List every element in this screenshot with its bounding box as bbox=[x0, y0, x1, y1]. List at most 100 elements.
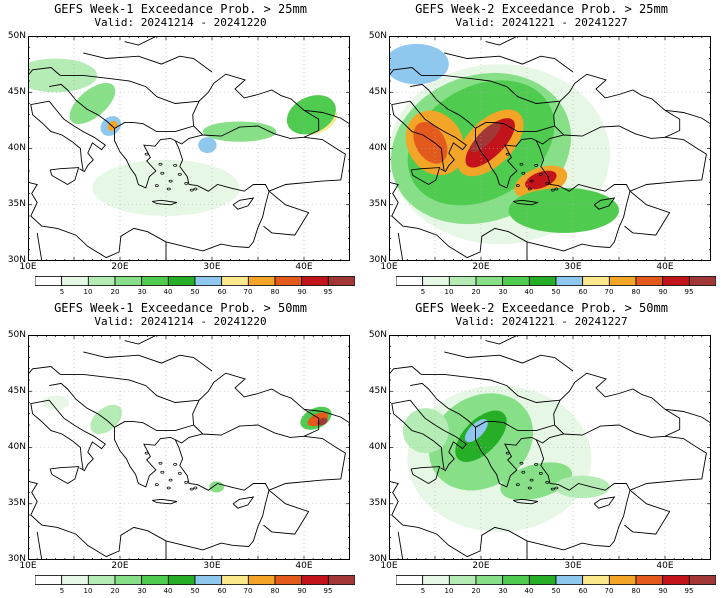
lon-label-30e: 30E bbox=[564, 262, 582, 272]
probability-region bbox=[198, 137, 217, 153]
lon-label-40e: 40E bbox=[656, 262, 674, 272]
coastline bbox=[535, 439, 631, 547]
colorbar-swatches bbox=[396, 575, 716, 585]
lon-label-40e: 40E bbox=[295, 561, 313, 571]
colorbar-tick: 95 bbox=[323, 587, 333, 595]
coastline bbox=[28, 67, 61, 77]
panel-valid-dates: Valid: 20241221 - 20241227 bbox=[455, 16, 628, 29]
colorbar-tick: 80 bbox=[631, 288, 641, 296]
colorbar-tick: 70 bbox=[604, 288, 614, 296]
colorbar-swatch bbox=[396, 276, 424, 286]
island bbox=[158, 461, 163, 465]
coastline bbox=[36, 232, 43, 261]
coastline bbox=[410, 167, 441, 186]
lon-label-30e: 30E bbox=[203, 561, 221, 571]
coastline bbox=[593, 197, 616, 210]
colorbar-swatch bbox=[582, 575, 610, 585]
island bbox=[538, 173, 543, 176]
coastline bbox=[444, 351, 574, 372]
map-field bbox=[28, 335, 350, 560]
lon-label-20e: 20E bbox=[472, 262, 490, 272]
probability-region bbox=[470, 122, 501, 153]
colorbar-swatch bbox=[555, 276, 584, 286]
coastline bbox=[152, 199, 178, 206]
lat-label-40n: 40N bbox=[368, 442, 387, 452]
coastline bbox=[624, 190, 671, 236]
lat-label-45n: 45N bbox=[368, 386, 387, 396]
coastline bbox=[409, 100, 467, 173]
probability-region bbox=[413, 122, 448, 164]
colorbar-swatch bbox=[35, 276, 63, 286]
colorbar-swatch bbox=[396, 575, 424, 585]
coastline bbox=[513, 199, 539, 206]
colorbar-tick: 5 bbox=[420, 288, 426, 296]
coastline bbox=[49, 167, 80, 186]
probability-region bbox=[92, 159, 240, 216]
colorbar-tick: 95 bbox=[684, 587, 694, 595]
island bbox=[550, 487, 555, 491]
probability-region bbox=[455, 410, 507, 462]
coastline bbox=[389, 67, 422, 77]
lon-label-40e: 40E bbox=[295, 262, 313, 272]
lat-label-35n: 35N bbox=[368, 498, 387, 508]
coastline bbox=[485, 36, 518, 46]
island bbox=[158, 162, 163, 166]
island bbox=[519, 461, 524, 465]
colorbar-tick: 90 bbox=[297, 587, 307, 595]
lat-label-40n: 40N bbox=[368, 143, 387, 153]
island bbox=[554, 486, 559, 490]
colorbar-swatch bbox=[114, 276, 143, 286]
coastline bbox=[28, 480, 249, 558]
coastline bbox=[174, 73, 320, 145]
coastline bbox=[174, 439, 270, 547]
colorbar-swatch bbox=[555, 575, 584, 585]
island bbox=[527, 187, 532, 191]
lon-label-10e: 10E bbox=[380, 561, 398, 571]
island bbox=[144, 152, 149, 156]
coastline bbox=[475, 122, 555, 133]
probability-region bbox=[41, 395, 70, 410]
map-field bbox=[28, 36, 350, 261]
colorbar-swatch bbox=[247, 575, 276, 585]
coastline bbox=[49, 83, 176, 189]
coastline bbox=[389, 181, 610, 259]
island bbox=[515, 184, 520, 187]
colorbar-tick: 60 bbox=[578, 587, 588, 595]
map-field bbox=[389, 335, 711, 560]
colorbar-swatch bbox=[448, 575, 477, 585]
island bbox=[505, 152, 510, 156]
colorbar-swatch bbox=[608, 276, 637, 286]
lat-label-45n: 45N bbox=[7, 386, 26, 396]
colorbar-tick: 40 bbox=[163, 288, 173, 296]
coastline bbox=[60, 74, 200, 104]
lon-label-10e: 10E bbox=[380, 262, 398, 272]
coastline bbox=[30, 399, 84, 471]
coastline bbox=[513, 498, 539, 505]
colorbar-tick: 5 bbox=[59, 288, 65, 296]
island bbox=[160, 171, 165, 175]
coastline bbox=[409, 399, 467, 472]
coastline bbox=[124, 36, 157, 46]
island bbox=[550, 188, 555, 192]
panel-title: GEFS Week-2 Exceedance Prob. > 50mm bbox=[415, 301, 668, 315]
colorbar-swatch bbox=[475, 575, 504, 585]
colorbar-tick: 40 bbox=[524, 288, 534, 296]
colorbar-tick: 50 bbox=[551, 288, 561, 296]
colorbar bbox=[35, 276, 355, 286]
island bbox=[193, 187, 198, 191]
lat-label-45n: 45N bbox=[7, 87, 26, 97]
colorbar-tick: 90 bbox=[658, 587, 668, 595]
colorbar-swatch bbox=[194, 575, 223, 585]
colorbar-swatch bbox=[502, 575, 530, 585]
probability-region bbox=[525, 170, 557, 190]
island bbox=[189, 487, 194, 491]
colorbar-tick: 80 bbox=[270, 288, 280, 296]
island bbox=[168, 179, 173, 183]
lat-label-50n: 50N bbox=[368, 31, 387, 41]
colorbar-tick: 20 bbox=[471, 288, 481, 296]
probability-region bbox=[402, 408, 449, 454]
colorbar bbox=[35, 575, 355, 585]
coastline bbox=[174, 372, 320, 444]
coastline bbox=[28, 181, 249, 259]
lon-label-30e: 30E bbox=[564, 561, 582, 571]
